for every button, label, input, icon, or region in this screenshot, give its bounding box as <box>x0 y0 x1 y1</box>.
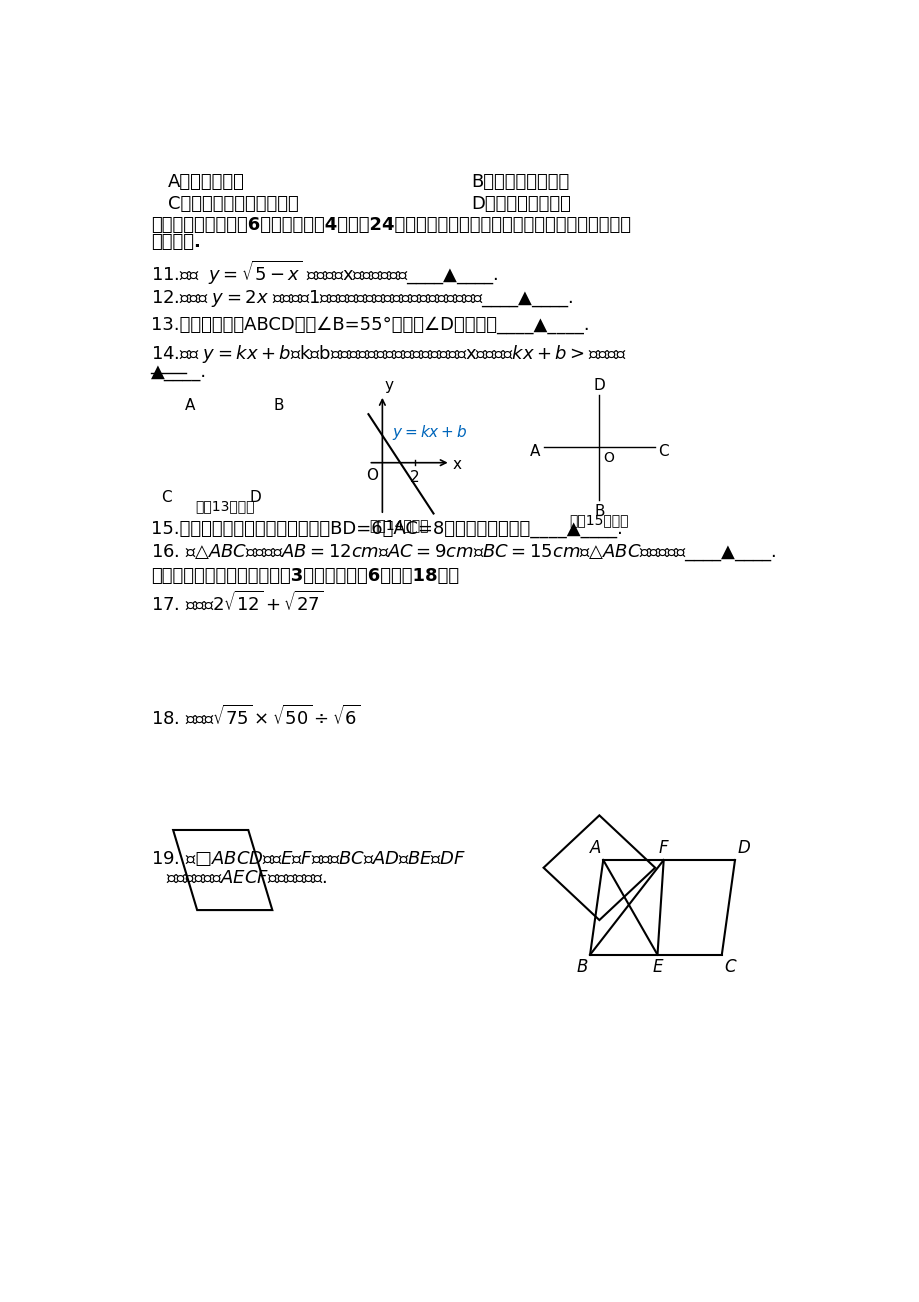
Text: D: D <box>736 838 749 857</box>
Text: 15.如图，菱形的两条对角线分别是BD=6和AC=8，则菱形的周长是____▲____.: 15.如图，菱形的两条对角线分别是BD=6和AC=8，则菱形的周长是____▲_… <box>151 519 622 538</box>
Text: D: D <box>593 379 605 393</box>
Text: 12.将直线 $y=2x$ 向下平移1个单位长度后得到的图像的函数解析式是____▲____.: 12.将直线 $y=2x$ 向下平移1个单位长度后得到的图像的函数解析式是___… <box>151 289 573 309</box>
Text: y: y <box>384 379 393 393</box>
Text: 13.在平行四边形ABCD中，∠B=55°，那么∠D的度数是____▲____.: 13.在平行四边形ABCD中，∠B=55°，那么∠D的度数是____▲____. <box>151 316 589 335</box>
Text: B: B <box>575 958 587 975</box>
Text: B．对角线互相垂直: B．对角线互相垂直 <box>471 173 569 191</box>
Text: B: B <box>594 504 604 519</box>
Text: A．对角线相等: A．对角线相等 <box>167 173 244 191</box>
Text: F: F <box>658 838 668 857</box>
Text: B: B <box>274 397 284 413</box>
Text: A: A <box>589 838 600 857</box>
Text: x: x <box>452 457 461 471</box>
Text: 19. 在□$ABCD$中，$E$、$F$分别是$BC$、$AD$且$BE＝DF$: 19. 在□$ABCD$中，$E$、$F$分别是$BC$、$AD$且$BE＝DF… <box>151 849 466 868</box>
Text: 11.函数  $y=\sqrt{5-x}$ 中自变量x的取值范围是____▲____.: 11.函数 $y=\sqrt{5-x}$ 中自变量x的取值范围是____▲___… <box>151 259 498 286</box>
Text: A: A <box>529 444 539 460</box>
Text: 18. 计算：$\sqrt{75}\times\sqrt{50}\div\sqrt{6}$: 18. 计算：$\sqrt{75}\times\sqrt{50}\div\sqr… <box>151 704 360 728</box>
Text: C: C <box>658 444 668 460</box>
Text: 求证：四边形$AECF$是平行四边形.: 求证：四边形$AECF$是平行四边形. <box>166 870 326 887</box>
Text: D: D <box>250 490 261 505</box>
Text: D．对角线互相平分: D．对角线互相平分 <box>471 195 571 212</box>
Text: （第13题图）: （第13题图） <box>195 499 255 513</box>
Text: 14.函数 $y=kx+b$（k、b为常数）的图像如图所示，则关于x的不等式$kx+b>$的解集是: 14.函数 $y=kx+b$（k、b为常数）的图像如图所示，则关于x的不等式$k… <box>151 342 626 365</box>
Text: C: C <box>723 958 735 975</box>
Text: 二、填空题（本大题6小题，每小题4分，共24分）请将下列各题的正确答案填写在答题卡相对应: 二、填空题（本大题6小题，每小题4分，共24分）请将下列各题的正确答案填写在答题… <box>151 216 630 234</box>
Text: 的位置上.: 的位置上. <box>151 233 200 251</box>
Text: O: O <box>366 469 378 483</box>
Text: 三、解答题（一）（本大题共3小题，每小题6分，共18分）: 三、解答题（一）（本大题共3小题，每小题6分，共18分） <box>151 568 459 586</box>
Text: $y=kx+b$: $y=kx+b$ <box>391 423 467 441</box>
Text: 16. 在△$ABC$中，已知$AB=12cm$，$AC=9cm$，$BC=15cm$则△$ABC$的面积等于____▲____.: 16. 在△$ABC$中，已知$AB=12cm$，$AC=9cm$，$BC=15… <box>151 543 776 564</box>
Text: 2: 2 <box>410 470 419 486</box>
Text: A: A <box>185 397 196 413</box>
Text: ▲____.: ▲____. <box>151 362 207 380</box>
Text: （第15题图）: （第15题图） <box>569 513 629 527</box>
Text: O: O <box>603 452 614 465</box>
Text: 17. 计算：$2\sqrt{12}+\sqrt{27}$: 17. 计算：$2\sqrt{12}+\sqrt{27}$ <box>151 591 323 613</box>
Text: C: C <box>161 490 171 505</box>
Text: E: E <box>652 958 662 975</box>
Text: C．对角线互相平分且相等: C．对角线互相平分且相等 <box>167 195 298 212</box>
Text: （第14题图）: （第14题图） <box>369 518 428 533</box>
